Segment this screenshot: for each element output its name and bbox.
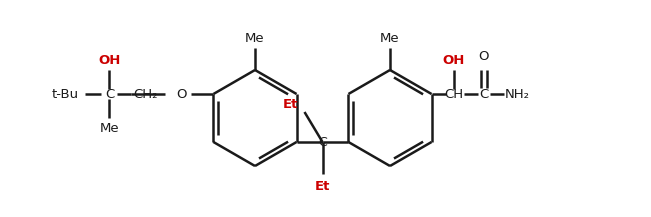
Text: O: O xyxy=(176,87,187,100)
Text: Me: Me xyxy=(245,31,265,44)
Text: NH₂: NH₂ xyxy=(505,87,530,100)
Text: OH: OH xyxy=(98,54,120,66)
Text: C: C xyxy=(105,87,114,100)
Text: Et: Et xyxy=(315,179,330,192)
Text: O: O xyxy=(478,49,489,62)
Text: Me: Me xyxy=(380,31,400,44)
Text: CH₂: CH₂ xyxy=(133,87,158,100)
Text: C: C xyxy=(318,135,327,148)
Text: C: C xyxy=(479,87,488,100)
Text: Me: Me xyxy=(100,122,119,135)
Text: Et: Et xyxy=(283,97,298,110)
Text: OH: OH xyxy=(443,54,465,66)
Text: t-Bu: t-Bu xyxy=(52,87,79,100)
Text: CH: CH xyxy=(444,87,463,100)
